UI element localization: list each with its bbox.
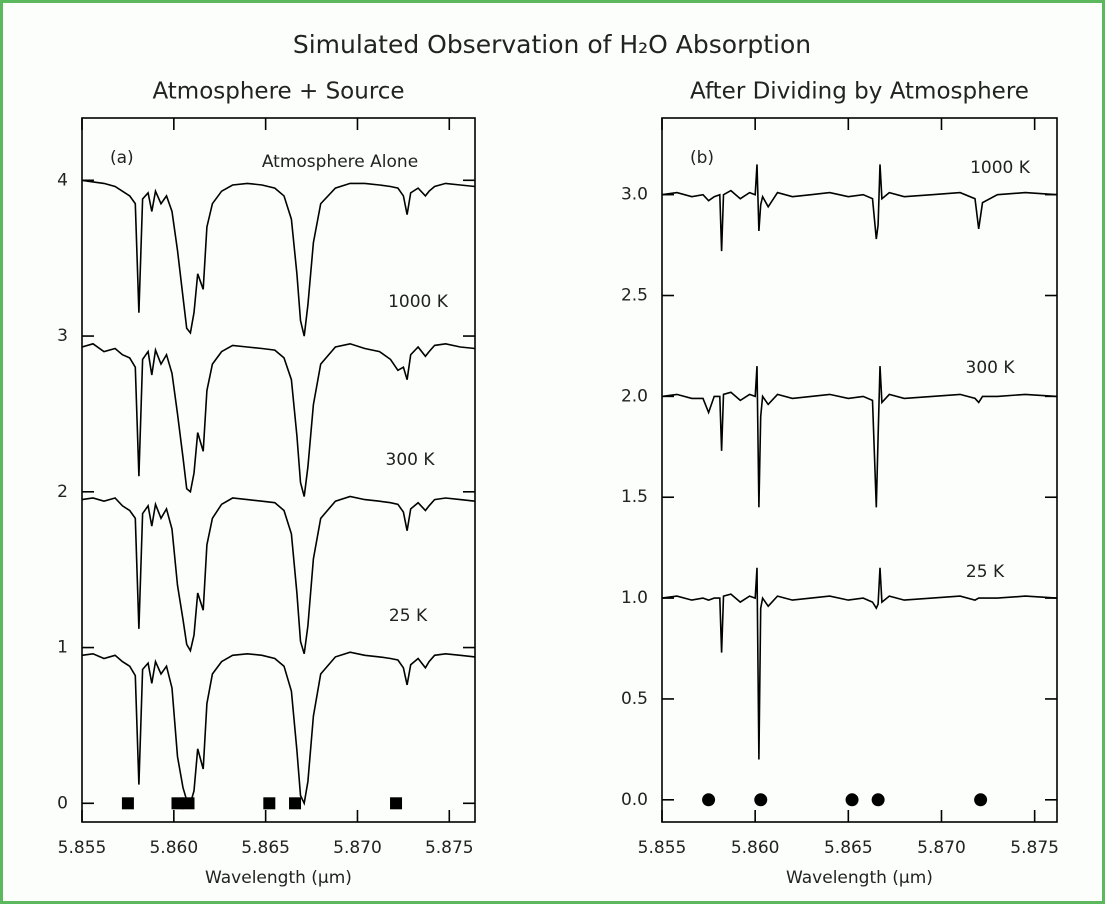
- y-tick-label: 1.0: [621, 588, 648, 608]
- panel-label: (a): [110, 148, 134, 168]
- y-tick-label: 2.0: [621, 386, 648, 406]
- y-tick-label: 3.0: [621, 185, 648, 205]
- line-marker: [754, 793, 768, 807]
- series-label: 300 K: [386, 450, 436, 470]
- y-tick-label: 4: [57, 170, 68, 190]
- plot-frame: [661, 117, 1058, 823]
- plot-frame: [81, 117, 476, 823]
- line-marker: [871, 793, 885, 807]
- spectrum-line: [81, 342, 476, 497]
- x-tick-label: 5.865: [824, 838, 873, 858]
- series-label: 25 K: [389, 606, 428, 626]
- spectrum-line: [81, 651, 476, 806]
- y-tick-label: 2.5: [621, 286, 648, 306]
- line-marker: [121, 797, 134, 810]
- series-label: 1000 K: [388, 292, 449, 312]
- line-marker: [171, 797, 184, 810]
- line-marker: [289, 797, 302, 810]
- spectrum-line: [661, 164, 1058, 252]
- x-tick-label: 5.875: [1010, 838, 1059, 858]
- x-tick-label: 5.870: [333, 838, 382, 858]
- y-tick-label: 0: [57, 793, 68, 813]
- x-tick-label: 5.855: [638, 838, 687, 858]
- spectrum-line: [661, 567, 1058, 760]
- line-marker: [263, 797, 276, 810]
- y-tick-label: 0.5: [621, 689, 648, 709]
- x-tick-label: 5.860: [149, 838, 198, 858]
- x-tick-label: 5.865: [241, 838, 290, 858]
- y-tick-label: 1: [57, 638, 68, 658]
- series-label: Atmosphere Alone: [262, 152, 418, 172]
- line-marker: [702, 793, 716, 807]
- panel-label: (b): [690, 148, 714, 168]
- y-tick-label: 1.5: [621, 487, 648, 507]
- line-marker: [974, 793, 988, 807]
- figure-title: Simulated Observation of H₂O Absorption: [293, 30, 811, 59]
- series-label: 25 K: [966, 562, 1005, 582]
- series-label: 300 K: [966, 358, 1016, 378]
- y-tick-label: 0.0: [621, 790, 648, 810]
- line-marker: [845, 793, 859, 807]
- spectrum-line: [81, 179, 476, 337]
- line-marker: [182, 797, 195, 810]
- x-tick-label: 5.860: [731, 838, 780, 858]
- panel-title: Atmosphere + Source: [152, 79, 404, 105]
- spectrum-line: [661, 366, 1058, 508]
- x-axis-label: Wavelength (μm): [205, 868, 352, 888]
- y-tick-label: 2: [57, 482, 68, 502]
- x-axis-label: Wavelength (μm): [786, 868, 933, 888]
- panel-title: After Dividing by Atmosphere: [690, 79, 1029, 105]
- x-tick-label: 5.870: [917, 838, 966, 858]
- line-marker: [390, 797, 403, 810]
- y-tick-label: 3: [57, 326, 68, 346]
- series-label: 1000 K: [970, 158, 1031, 178]
- x-tick-label: 5.875: [425, 838, 474, 858]
- x-tick-label: 5.855: [58, 838, 107, 858]
- spectrum-line: [81, 495, 476, 655]
